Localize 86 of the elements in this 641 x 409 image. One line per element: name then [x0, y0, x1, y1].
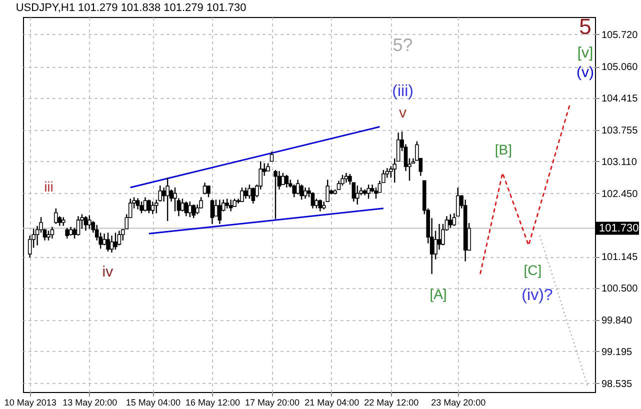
x-tick-label: 22 May 12:00 — [364, 398, 419, 408]
candlestick — [180, 198, 184, 212]
candlestick — [114, 232, 118, 250]
x-tick-label: 16 May 12:00 — [185, 398, 240, 408]
candlestick — [214, 199, 218, 217]
candlestick — [248, 184, 252, 200]
annotation: v — [399, 104, 408, 122]
candlestick — [102, 233, 106, 246]
annotation: (v) — [576, 64, 594, 81]
candlestick — [374, 186, 378, 200]
annotation: 5? — [392, 34, 413, 55]
candlestick — [50, 226, 54, 240]
candlestick — [382, 169, 386, 184]
x-tick-label: 17 May 20:00 — [245, 398, 300, 408]
candlestick — [340, 174, 344, 186]
y-tick-label: 99.195 — [602, 346, 633, 358]
candlestick — [240, 186, 244, 202]
candlestick — [218, 199, 222, 225]
annotation: [B] — [494, 142, 512, 158]
annotation: [v] — [577, 44, 594, 62]
candlestick — [173, 186, 177, 212]
candlestick — [292, 184, 296, 198]
candlestick — [88, 214, 92, 230]
candlestick — [143, 196, 148, 212]
candlestick — [281, 172, 285, 186]
annotation: iii — [44, 178, 54, 194]
candlestick — [318, 199, 322, 212]
annotation: [C] — [524, 262, 542, 278]
candlestick — [192, 204, 196, 219]
y-tick-label: 103.755 — [602, 125, 638, 136]
chart-title: USDJPY,H1 101.279 101.838 101.279 101.730 — [16, 2, 246, 14]
candlestick — [284, 174, 289, 188]
candlestick — [448, 214, 452, 228]
ref-line-label: 101.730 — [599, 222, 639, 234]
candlestick — [76, 216, 80, 236]
y-tick-label: 101.145 — [602, 252, 638, 264]
x-tick-label: 23 May 20:00 — [431, 398, 486, 408]
x-tick-label: 13 May 20:00 — [62, 398, 118, 408]
x-tick-label: 15 May 04:00 — [126, 398, 180, 408]
candlestick — [251, 186, 256, 204]
y-tick-label: 99.840 — [602, 316, 633, 327]
annotation: 5 — [579, 14, 592, 39]
y-tick-label: 98.535 — [602, 379, 633, 390]
candlestick — [195, 204, 200, 215]
candlestick — [162, 186, 166, 202]
candlestick — [202, 182, 207, 195]
x-tick-label: 10 May 2013 — [4, 398, 56, 408]
candlestick — [84, 216, 88, 232]
y-tick-label: 105.060 — [602, 62, 638, 74]
candlestick — [166, 177, 170, 222]
candlestick — [437, 223, 442, 250]
candlestick — [65, 227, 69, 240]
candlestick — [244, 186, 248, 200]
candlestick — [110, 234, 114, 254]
candlestick — [303, 186, 308, 200]
candlestick — [58, 216, 62, 226]
y-tick-label: 100.500 — [602, 284, 638, 295]
candlestick — [355, 184, 360, 206]
candlestick — [366, 184, 370, 200]
candlestick — [106, 232, 110, 252]
candlestick — [274, 169, 278, 220]
y-tick-label: 103.110 — [602, 156, 638, 168]
candlestick — [225, 198, 230, 209]
candlestick — [310, 192, 315, 209]
candlestick — [150, 200, 155, 215]
candlestick — [210, 199, 214, 225]
y-tick-label: 102.450 — [602, 188, 638, 200]
candlestick — [184, 200, 188, 217]
candlestick — [117, 230, 122, 246]
annotation: iv — [102, 264, 114, 281]
x-tick-label: 21 May 04:00 — [304, 398, 360, 408]
y-tick-label: 104.415 — [602, 93, 638, 104]
candlestick — [188, 200, 192, 218]
candlestick — [300, 184, 304, 200]
candlestick — [140, 200, 144, 214]
annotation: (iv)? — [522, 286, 553, 304]
candlestick — [54, 208, 58, 225]
annotation: [A] — [430, 286, 447, 302]
annotation: (iii) — [392, 82, 414, 100]
candlestick — [46, 230, 50, 242]
candlestick — [206, 184, 210, 198]
candlestick — [270, 150, 274, 162]
candlestick — [228, 199, 233, 212]
y-tick-label: 105.720 — [602, 30, 638, 41]
candlestick — [147, 199, 151, 214]
candlestick — [136, 198, 140, 210]
